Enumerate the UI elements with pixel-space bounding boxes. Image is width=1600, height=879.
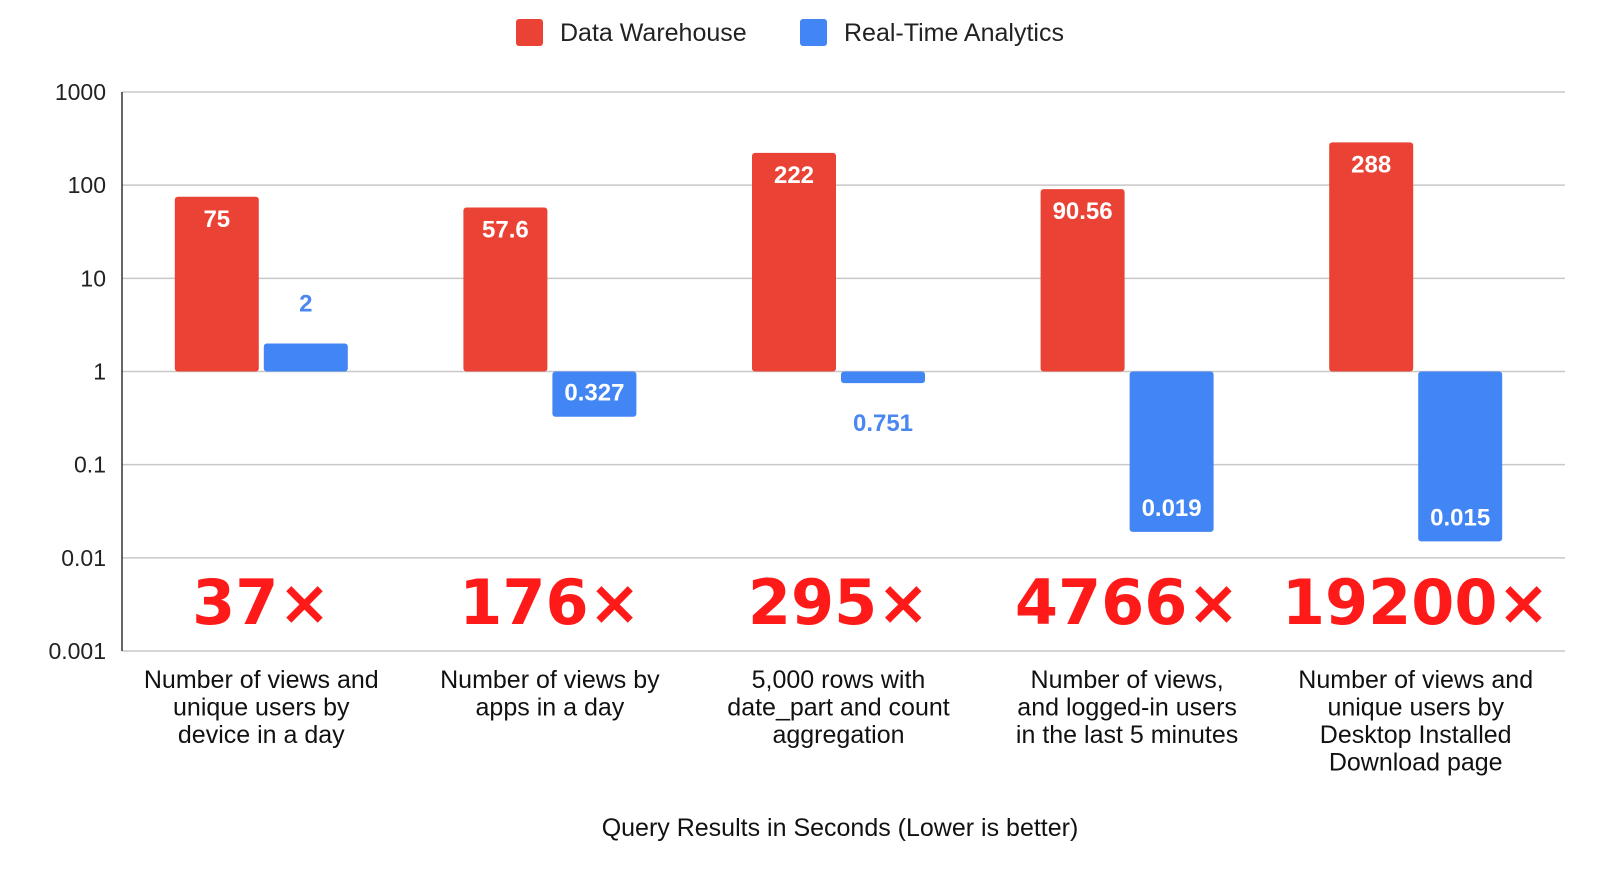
y-tick-label: 0.01	[61, 545, 106, 571]
data-label: 57.6	[482, 216, 529, 243]
speedup-annotations: 37× 176× 295× 4766× 19200×	[192, 566, 1549, 639]
bar-real-time-analytics	[1418, 371, 1503, 542]
data-label: 75	[203, 206, 230, 233]
bar-real-time-analytics	[552, 371, 637, 417]
category-label: aggregation	[772, 721, 904, 749]
category-label: Number of views and	[1298, 666, 1533, 694]
y-tick-label: 0.1	[74, 452, 106, 478]
bar-real-time-analytics	[841, 371, 925, 384]
speedup-annotation: 37×	[192, 566, 330, 639]
category-label: date_part and count	[727, 694, 949, 722]
category-label: Download page	[1329, 749, 1503, 777]
bar-data-warehouse	[463, 207, 548, 372]
data-label: 222	[774, 162, 814, 189]
bar-data-warehouse	[1040, 189, 1125, 372]
y-tick-label: 0.001	[48, 638, 106, 664]
y-tick-label: 1	[93, 359, 106, 385]
y-axis-ticks: 1000 100 10 1 0.1 0.01 0.001	[48, 79, 106, 664]
legend-label: Data Warehouse	[560, 19, 747, 47]
speedup-annotation: 176×	[459, 566, 640, 639]
bar-data-warehouse	[1329, 142, 1414, 372]
category-label: apps in a day	[476, 694, 625, 722]
bar-real-time-analytics	[1129, 371, 1214, 532]
legend: Data Warehouse Real-Time Analytics	[516, 19, 1064, 47]
data-label: 2	[299, 290, 312, 317]
legend-swatch-real-time-analytics	[800, 19, 827, 46]
speedup-annotation: 4766×	[1015, 566, 1240, 639]
data-label: 0.019	[1142, 495, 1202, 522]
category-label: unique users by	[1327, 694, 1504, 722]
category-label: device in a day	[178, 721, 345, 749]
grid-lines	[121, 91, 1565, 652]
data-label: 90.56	[1053, 198, 1113, 225]
data-label: 0.015	[1430, 504, 1490, 531]
bars	[174, 142, 1503, 542]
data-labels: 75 2 57.6 0.327 222 0.751 90.56 0.019 288 0.015	[203, 151, 1490, 531]
category-label: Number of views,	[1031, 666, 1224, 694]
bar-data-warehouse	[174, 196, 259, 372]
category-label: unique users by	[173, 694, 350, 722]
y-tick-label: 100	[68, 172, 106, 198]
category-label: Number of views and	[144, 666, 379, 694]
legend-label: Real-Time Analytics	[844, 19, 1064, 47]
y-tick-label: 1000	[55, 79, 106, 105]
category-label: Desktop Installed	[1320, 721, 1512, 749]
speedup-annotation: 295×	[748, 566, 929, 639]
category-label: 5,000 rows with	[752, 666, 926, 694]
x-axis-title: Query Results in Seconds (Lower is bette…	[602, 814, 1079, 842]
legend-swatch-data-warehouse	[516, 19, 543, 46]
category-label: and logged-in users	[1017, 694, 1237, 722]
data-label: 288	[1351, 151, 1391, 178]
bar-real-time-analytics	[263, 343, 348, 372]
category-label: Number of views by	[440, 666, 660, 694]
data-label: 0.751	[853, 410, 913, 437]
y-tick-label: 10	[80, 265, 106, 291]
category-label: in the last 5 minutes	[1016, 721, 1238, 749]
speedup-annotation: 19200×	[1282, 566, 1550, 639]
bar-data-warehouse	[752, 152, 836, 372]
data-label: 0.327	[564, 380, 624, 407]
